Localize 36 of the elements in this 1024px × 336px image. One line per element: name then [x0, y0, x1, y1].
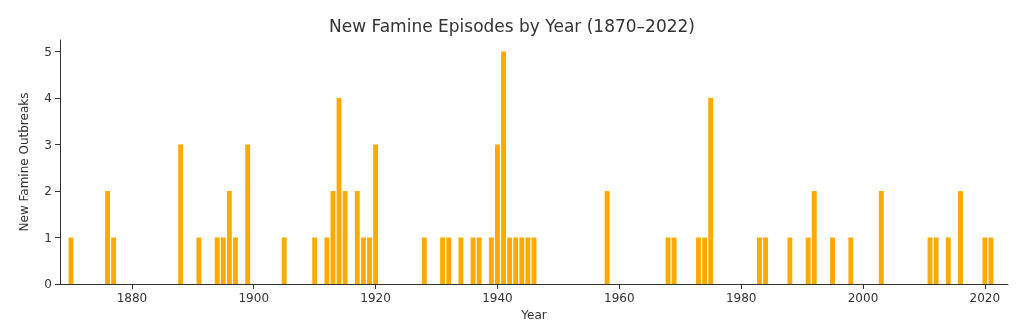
- bar: [178, 144, 184, 284]
- y-tick-label: 1: [44, 230, 52, 245]
- bar: [933, 237, 939, 284]
- x-axis-title: Year: [520, 307, 547, 322]
- bar: [281, 237, 287, 284]
- x-tick-label: 1940: [482, 291, 513, 305]
- bar: [458, 237, 464, 284]
- bar: [945, 237, 951, 284]
- bar: [958, 191, 963, 284]
- x-tick-label: 1960: [604, 291, 635, 305]
- x-tick-label: 1880: [116, 291, 148, 305]
- y-tick-label: 5: [44, 44, 52, 59]
- bar: [787, 237, 793, 284]
- bar: [604, 191, 610, 284]
- bar: [830, 237, 835, 284]
- bar: [878, 191, 884, 284]
- x-tick-label: 2000: [847, 291, 879, 305]
- bar: [196, 237, 202, 284]
- bar: [245, 144, 251, 284]
- y-tick-label: 0: [44, 277, 52, 291]
- bar: [312, 237, 318, 284]
- bar: [848, 237, 854, 284]
- chart-title: New Famine Episodes by Year (1870–2022): [328, 15, 696, 36]
- bar: [421, 237, 427, 284]
- x-tick-label: 1920: [360, 291, 391, 305]
- x-tick-label: 2020: [969, 291, 1001, 305]
- bar: [342, 191, 348, 284]
- bar: [982, 237, 988, 284]
- y-tick-label: 4: [44, 91, 52, 106]
- bar: [324, 237, 330, 284]
- bar: [671, 237, 677, 284]
- y-tick-label: 3: [44, 137, 52, 152]
- y-axis-title: New Famine Outbreaks: [17, 92, 31, 232]
- x-tick-label: 1900: [238, 291, 270, 305]
- y-tick-label: 2: [44, 184, 52, 199]
- x-tick-label: 1980: [725, 291, 757, 305]
